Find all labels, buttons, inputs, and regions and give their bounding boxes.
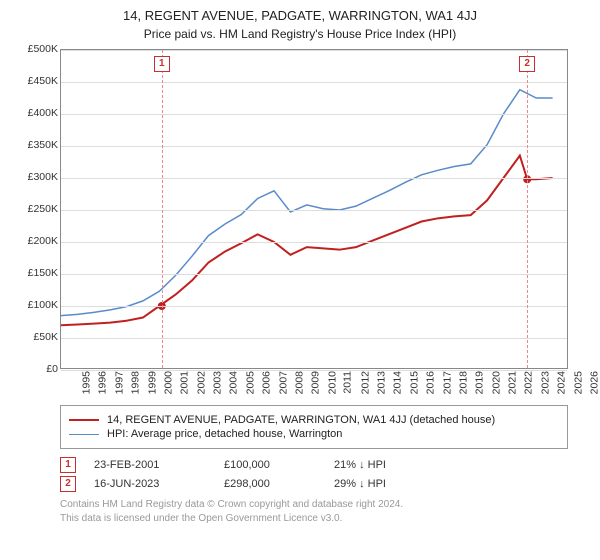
x-axis-label: 2014	[392, 371, 404, 394]
plot-box: 12	[60, 49, 568, 369]
event-badge: 1	[60, 457, 76, 473]
event-row: 1 23-FEB-2001£100,00021% ↓ HPI	[60, 457, 568, 473]
event-date: 23-FEB-2001	[94, 459, 224, 471]
x-axis-label: 2011	[342, 371, 354, 394]
x-axis-label: 1998	[130, 371, 142, 394]
x-axis-label: 1999	[146, 371, 158, 394]
event-marker-badge: 1	[154, 56, 170, 72]
x-axis-label: 1995	[80, 371, 92, 394]
x-axis-label: 2026	[588, 371, 600, 394]
x-axis-label: 2006	[261, 371, 273, 394]
chart-svg	[61, 50, 567, 368]
y-axis-label: £250K	[16, 203, 58, 215]
x-axis-label: 2002	[195, 371, 207, 394]
x-axis-label: 2020	[490, 371, 502, 394]
y-axis-label: £500K	[16, 43, 58, 55]
x-axis-label: 2019	[474, 371, 486, 394]
event-price: £298,000	[224, 478, 334, 490]
event-diff: 29% ↓ HPI	[334, 478, 386, 490]
y-axis-label: £200K	[16, 235, 58, 247]
x-axis-label: 2008	[293, 371, 305, 394]
x-axis-label: 2025	[572, 371, 584, 394]
x-axis-label: 2001	[179, 371, 191, 394]
legend-row: HPI: Average price, detached house, Warr…	[69, 428, 559, 440]
x-axis-label: 2010	[326, 371, 338, 394]
lower-panel: 14, REGENT AVENUE, PADGATE, WARRINGTON, …	[12, 401, 588, 529]
y-axis-label: £50K	[16, 331, 58, 343]
y-axis-label: £450K	[16, 75, 58, 87]
x-axis-label: 2018	[457, 371, 469, 394]
y-axis-label: £0	[16, 363, 58, 375]
x-axis-label: 2022	[523, 371, 535, 394]
chart-area: 12 £0£50K£100K£150K£200K£250K£300K£350K£…	[12, 49, 588, 399]
chart-subtitle: Price paid vs. HM Land Registry's House …	[12, 27, 588, 41]
footer-text: Contains HM Land Registry data © Crown c…	[60, 498, 568, 525]
x-axis-label: 2023	[539, 371, 551, 394]
legend-box: 14, REGENT AVENUE, PADGATE, WARRINGTON, …	[60, 405, 568, 449]
legend-label: HPI: Average price, detached house, Warr…	[107, 428, 342, 440]
legend-label: 14, REGENT AVENUE, PADGATE, WARRINGTON, …	[107, 414, 495, 426]
event-marker-badge: 2	[519, 56, 535, 72]
legend-swatch	[69, 419, 99, 421]
x-axis-label: 2000	[162, 371, 174, 394]
y-axis-label: £350K	[16, 139, 58, 151]
legend-swatch	[69, 434, 99, 435]
footer-line-1: Contains HM Land Registry data © Crown c…	[60, 498, 568, 512]
x-axis-label: 2003	[211, 371, 223, 394]
y-axis-label: £150K	[16, 267, 58, 279]
chart-container: 14, REGENT AVENUE, PADGATE, WARRINGTON, …	[0, 0, 600, 560]
legend-row: 14, REGENT AVENUE, PADGATE, WARRINGTON, …	[69, 414, 559, 426]
x-axis-label: 2007	[277, 371, 289, 394]
events-list: 1 23-FEB-2001£100,00021% ↓ HPI 2 16-JUN-202…	[60, 457, 568, 492]
x-axis-label: 2012	[359, 371, 371, 394]
x-axis-label: 2015	[408, 371, 420, 394]
x-axis-label: 2017	[441, 371, 453, 394]
x-axis-label: 2009	[310, 371, 322, 394]
x-axis-label: 1997	[113, 371, 125, 394]
x-axis-label: 2005	[244, 371, 256, 394]
chart-title: 14, REGENT AVENUE, PADGATE, WARRINGTON, …	[12, 8, 588, 23]
x-axis-label: 2013	[375, 371, 387, 394]
event-row: 2 16-JUN-2023£298,00029% ↓ HPI	[60, 476, 568, 492]
x-axis-label: 2024	[556, 371, 568, 394]
event-diff: 21% ↓ HPI	[334, 459, 386, 471]
footer-line-2: This data is licensed under the Open Gov…	[60, 512, 568, 526]
x-axis-label: 2004	[228, 371, 240, 394]
event-price: £100,000	[224, 459, 334, 471]
event-badge: 2	[60, 476, 76, 492]
x-axis-label: 2021	[506, 371, 518, 394]
y-axis-label: £300K	[16, 171, 58, 183]
x-axis-label: 1996	[97, 371, 109, 394]
y-axis-label: £400K	[16, 107, 58, 119]
event-date: 16-JUN-2023	[94, 478, 224, 490]
x-axis-label: 2016	[424, 371, 436, 394]
y-axis-label: £100K	[16, 299, 58, 311]
